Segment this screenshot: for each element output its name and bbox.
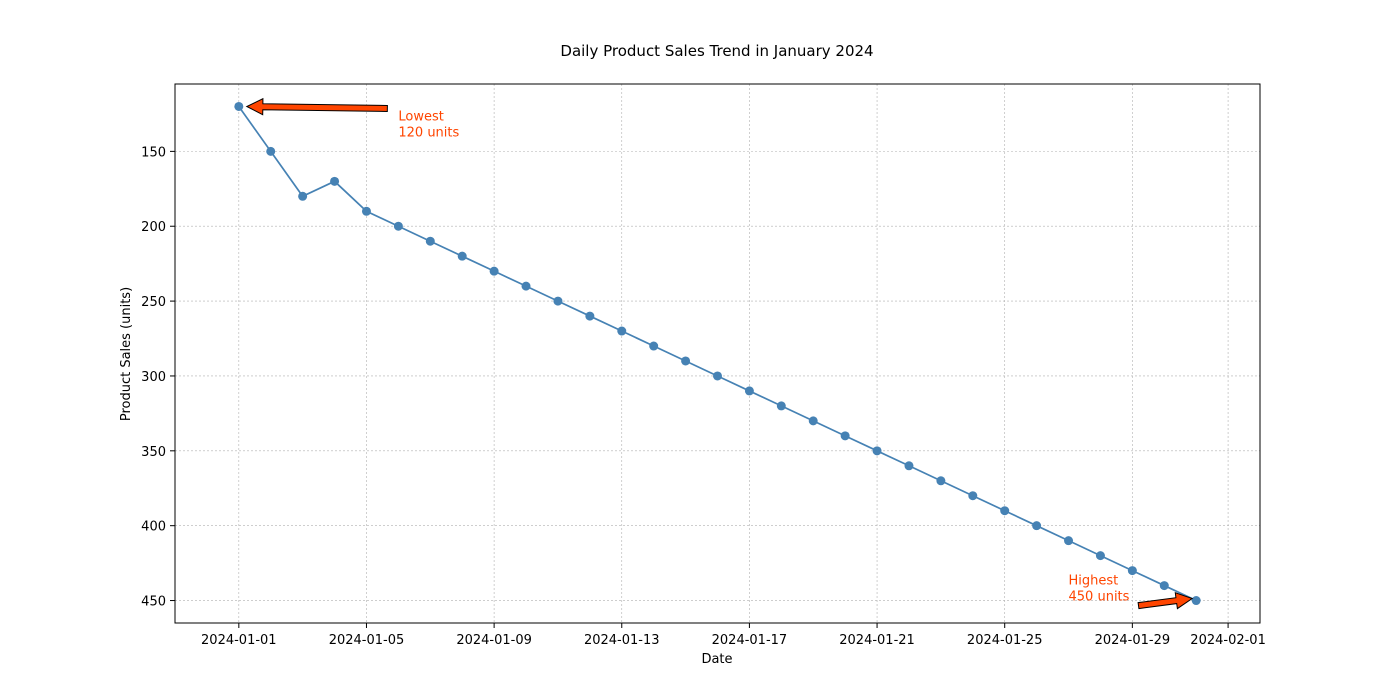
data-point — [936, 476, 946, 486]
data-point — [1127, 566, 1137, 576]
y-tick-label: 200 — [141, 220, 166, 235]
annotation-text: Lowest 120 units — [398, 109, 459, 140]
data-point — [681, 356, 691, 366]
y-tick-label: 400 — [141, 520, 166, 535]
x-tick-label: 2024-01-29 — [1095, 633, 1171, 648]
data-point — [585, 311, 595, 321]
data-point — [776, 401, 786, 411]
annotation-text: Highest 450 units — [1069, 574, 1130, 605]
annotations: Lowest 120 units Highest 450 units — [245, 97, 1194, 610]
annotation-line: 450 units — [1069, 590, 1130, 605]
data-point — [330, 176, 340, 186]
data-point — [425, 236, 435, 246]
series — [234, 101, 1201, 606]
data-point — [234, 101, 244, 111]
data-point — [617, 326, 627, 336]
annotation-arrow — [1137, 591, 1194, 610]
data-point — [393, 221, 403, 231]
data-point — [457, 251, 467, 261]
data-point — [1159, 581, 1169, 591]
chart-title: Daily Product Sales Trend in January 202… — [560, 42, 873, 60]
y-tick-label: 150 — [141, 145, 166, 160]
data-point — [489, 266, 499, 276]
annotation-line: Lowest — [398, 109, 443, 124]
annotation-line: Highest — [1069, 574, 1119, 589]
y-tick-label: 350 — [141, 445, 166, 460]
y-tick-label: 450 — [141, 595, 166, 610]
data-point — [266, 146, 276, 156]
annotation-arrow — [245, 97, 388, 116]
x-tick-label: 2024-01-13 — [584, 633, 660, 648]
y-axis-label: Product Sales (units) — [119, 287, 134, 421]
x-tick-label: 2024-01-05 — [329, 633, 405, 648]
x-axis-label: Date — [701, 652, 732, 667]
data-point — [521, 281, 531, 291]
data-point — [361, 206, 371, 216]
data-point — [872, 446, 882, 456]
data-point — [1000, 506, 1010, 516]
data-point — [744, 386, 754, 396]
x-tick-label: 2024-01-09 — [456, 633, 532, 648]
y-axis: 150 200 250 300 350 400 450 — [141, 145, 175, 610]
data-point — [1095, 551, 1105, 561]
grid — [175, 84, 1260, 623]
data-point — [1191, 596, 1201, 606]
y-tick-label: 250 — [141, 295, 166, 310]
x-axis: 2024-01-01 2024-01-05 2024-01-09 2024-01-13… — [201, 623, 1266, 648]
data-point — [968, 491, 978, 501]
series-line — [238, 105, 1197, 602]
data-point — [298, 191, 308, 201]
x-tick-label: 2024-02-01 — [1190, 633, 1266, 648]
data-point — [840, 431, 850, 441]
data-point — [649, 341, 659, 351]
data-point — [1064, 536, 1074, 546]
x-tick-label: 2024-01-17 — [712, 633, 788, 648]
annotation-line: 120 units — [398, 125, 459, 140]
data-point — [1032, 521, 1042, 531]
data-point — [808, 416, 818, 426]
data-point — [553, 296, 563, 306]
x-tick-label: 2024-01-01 — [201, 633, 277, 648]
plot-frame — [174, 83, 1261, 624]
y-tick-label: 300 — [141, 370, 166, 385]
data-point — [904, 461, 914, 471]
x-tick-label: 2024-01-21 — [839, 633, 915, 648]
x-tick-label: 2024-01-25 — [967, 633, 1043, 648]
data-point — [713, 371, 722, 381]
